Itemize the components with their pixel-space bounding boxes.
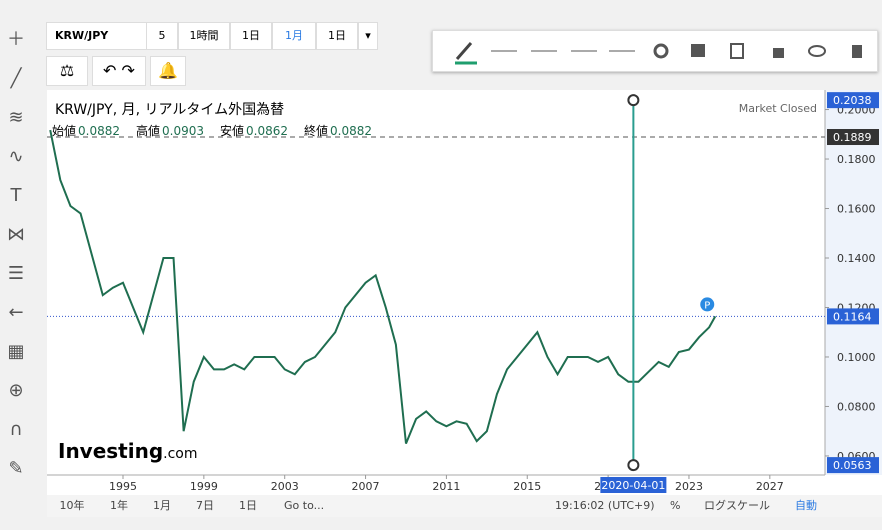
- x-tick-label: 2023: [675, 480, 703, 493]
- range-button[interactable]: 1月: [153, 499, 171, 512]
- symbol[interactable]: KRW/JPY: [46, 22, 154, 50]
- range-button[interactable]: 1日: [239, 499, 257, 512]
- drawing-tools: [455, 42, 862, 65]
- price-label-bg: [827, 92, 879, 109]
- ohlc-label: 高値: [136, 123, 160, 138]
- x-tick-label: 2027: [756, 480, 784, 493]
- tf-button[interactable]: 1日: [230, 22, 272, 50]
- drawing-handle: [627, 94, 640, 107]
- ohlc-label: 始値: [52, 123, 76, 138]
- price-label: 0.1889: [833, 131, 872, 144]
- x-tick-label: 2007: [352, 480, 380, 493]
- x-tick-label: 2011: [432, 480, 460, 493]
- price-label: 0.1164: [833, 310, 872, 323]
- price-label-bg: [827, 457, 879, 474]
- interval[interactable]: 5: [146, 22, 178, 50]
- x-tick-label: 2003: [271, 480, 299, 493]
- y-tick-label: 0.0800: [837, 400, 876, 413]
- y-tick-label: 0.1000: [837, 351, 876, 364]
- badge: [700, 297, 715, 312]
- x-tick-label: 1999: [190, 480, 218, 493]
- range-button[interactable]: 1年: [110, 498, 128, 512]
- range-button[interactable]: 10年: [60, 498, 85, 512]
- price-label-bg: [827, 129, 879, 146]
- percent: %: [670, 499, 680, 512]
- drawing-handle: [627, 459, 640, 472]
- badge-text: P: [704, 300, 710, 311]
- tf-button[interactable]: 1時間: [178, 22, 230, 50]
- goto: Go to...: [284, 499, 324, 512]
- price-label: 0.0563: [833, 459, 872, 472]
- y-tick-label: 0.1800: [837, 153, 876, 166]
- ohlc-value: 0.0903: [162, 124, 204, 138]
- x-tick-label: 1995: [109, 480, 137, 493]
- range-button[interactable]: 7日: [196, 499, 214, 512]
- tf-button[interactable]: 1日: [316, 22, 358, 50]
- ohlc-value: 0.0882: [330, 124, 372, 138]
- auto: 自動: [795, 498, 817, 512]
- log: ログスケール: [704, 498, 770, 512]
- y-tick-label: 0.1600: [837, 203, 876, 216]
- price-line: [49, 129, 717, 444]
- ohlc-label: 安値: [220, 123, 244, 138]
- price-label: 0.2038: [833, 94, 872, 107]
- status: Market Closed: [739, 102, 817, 115]
- price-label-bg: [827, 308, 879, 325]
- tf-button[interactable]: 1月: [272, 22, 316, 50]
- date-label: 2020-04-01: [601, 479, 665, 492]
- left-tools: ＋ ╱ ≋ ∿ T ⋈ ☰ ← ▦ ⊕ ∩ ✎: [7, 29, 25, 479]
- drawing-toolbar: [432, 30, 878, 72]
- y-tick-label: 0.1400: [837, 252, 876, 265]
- chart-title: KRW/JPY, 月, リアルタイム外国為替: [55, 102, 284, 118]
- ohlc-label: 終値: [304, 123, 328, 138]
- logo: Investing.com: [58, 439, 198, 463]
- ohlc-value: 0.0882: [78, 124, 120, 138]
- ohlc-value: 0.0862: [246, 124, 288, 138]
- date-label-bg: [600, 477, 667, 493]
- x-tick-label: 2015: [513, 480, 541, 493]
- time: 19:16:02 (UTC+9): [555, 499, 655, 512]
